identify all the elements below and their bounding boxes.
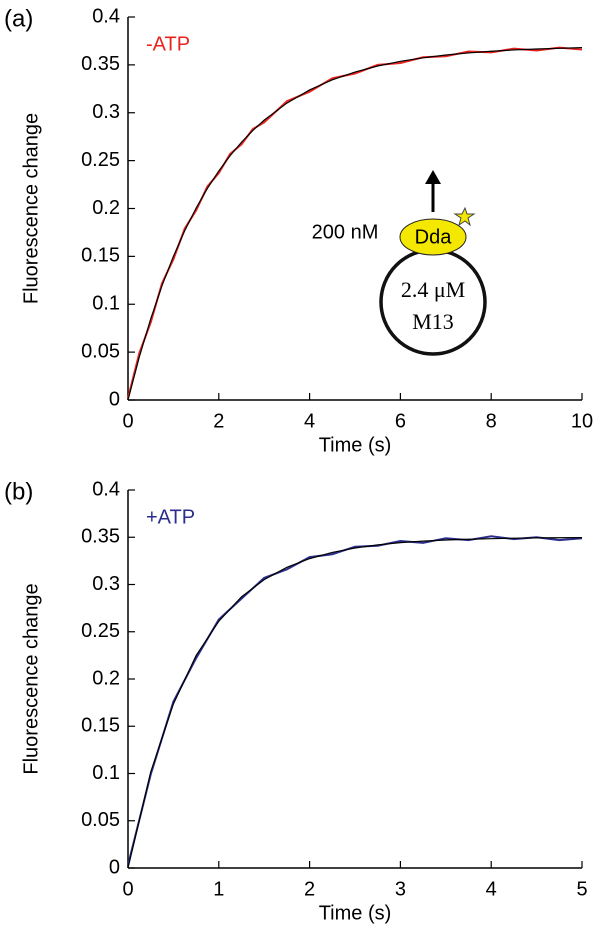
- x-tick-label: 2: [213, 410, 224, 432]
- x-tick-label: 10: [571, 410, 593, 432]
- x-tick-label: 4: [486, 878, 497, 900]
- series-label: -ATP: [146, 33, 190, 55]
- series-label: +ATP: [146, 506, 195, 528]
- y-tick-label: 0.3: [92, 101, 120, 123]
- y-axis-label: Fluorescence change: [20, 583, 42, 774]
- y-tick-label: 0.35: [81, 53, 120, 75]
- y-tick-label: 0.1: [92, 762, 120, 784]
- x-tick-label: 1: [213, 878, 224, 900]
- y-tick-label: 0.15: [81, 245, 120, 267]
- data-trace: [127, 535, 583, 866]
- x-tick-label: 0: [122, 878, 133, 900]
- panel: (b) Fluorescence change Time (s) 0 0.05 0.1 0.…: [4, 478, 588, 924]
- y-tick-label: 0.25: [81, 149, 120, 171]
- x-tick-label: 6: [395, 410, 406, 432]
- y-tick-label: 0: [109, 856, 120, 878]
- y-axis-label: Fluorescence change: [20, 113, 42, 304]
- dda-label: Dda: [415, 226, 453, 248]
- y-tick-label: 0.05: [81, 809, 120, 831]
- y-tick-label: 0.25: [81, 620, 120, 642]
- x-tick-label: 2: [304, 878, 315, 900]
- dda-ellipse: [399, 218, 467, 256]
- panel: (a) Fluorescence change Time (s) 0 0.05 0.1 0.…: [4, 5, 593, 456]
- y-tick-label: 0.2: [92, 667, 120, 689]
- x-tick-label: 5: [576, 878, 587, 900]
- concentration-label: 200 nM: [312, 221, 379, 243]
- y-tick-label: 0.3: [92, 573, 120, 595]
- x-tick-label: 8: [486, 410, 497, 432]
- schematic: 200 nM Dda 2.4 μM M13: [312, 170, 487, 356]
- fit-curve: [127, 537, 583, 869]
- y-tick-label: 0.4: [92, 5, 120, 27]
- x-tick-label: 0: [122, 410, 133, 432]
- dna-label: M13: [412, 309, 454, 334]
- y-tick-label: 0: [109, 388, 120, 410]
- y-tick-label: 0.2: [92, 197, 120, 219]
- fit-curve: [127, 47, 583, 401]
- panel-label: (a): [4, 5, 33, 32]
- dna-concentration: 2.4 μM: [401, 277, 465, 302]
- y-tick-label: 0.05: [81, 340, 120, 362]
- y-tick-label: 0.1: [92, 293, 120, 315]
- y-tick-label: 0.15: [81, 715, 120, 737]
- y-tick-label: 0.4: [92, 478, 120, 500]
- x-axis-label: Time (s): [319, 434, 392, 456]
- arrow-head: [425, 170, 441, 184]
- x-tick-label: 3: [395, 878, 406, 900]
- x-axis-label: Time (s): [319, 902, 392, 924]
- x-tick-label: 4: [304, 410, 315, 432]
- panel-label: (b): [4, 478, 33, 505]
- fluorophore-star: [453, 206, 476, 227]
- y-tick-label: 0.35: [81, 526, 120, 548]
